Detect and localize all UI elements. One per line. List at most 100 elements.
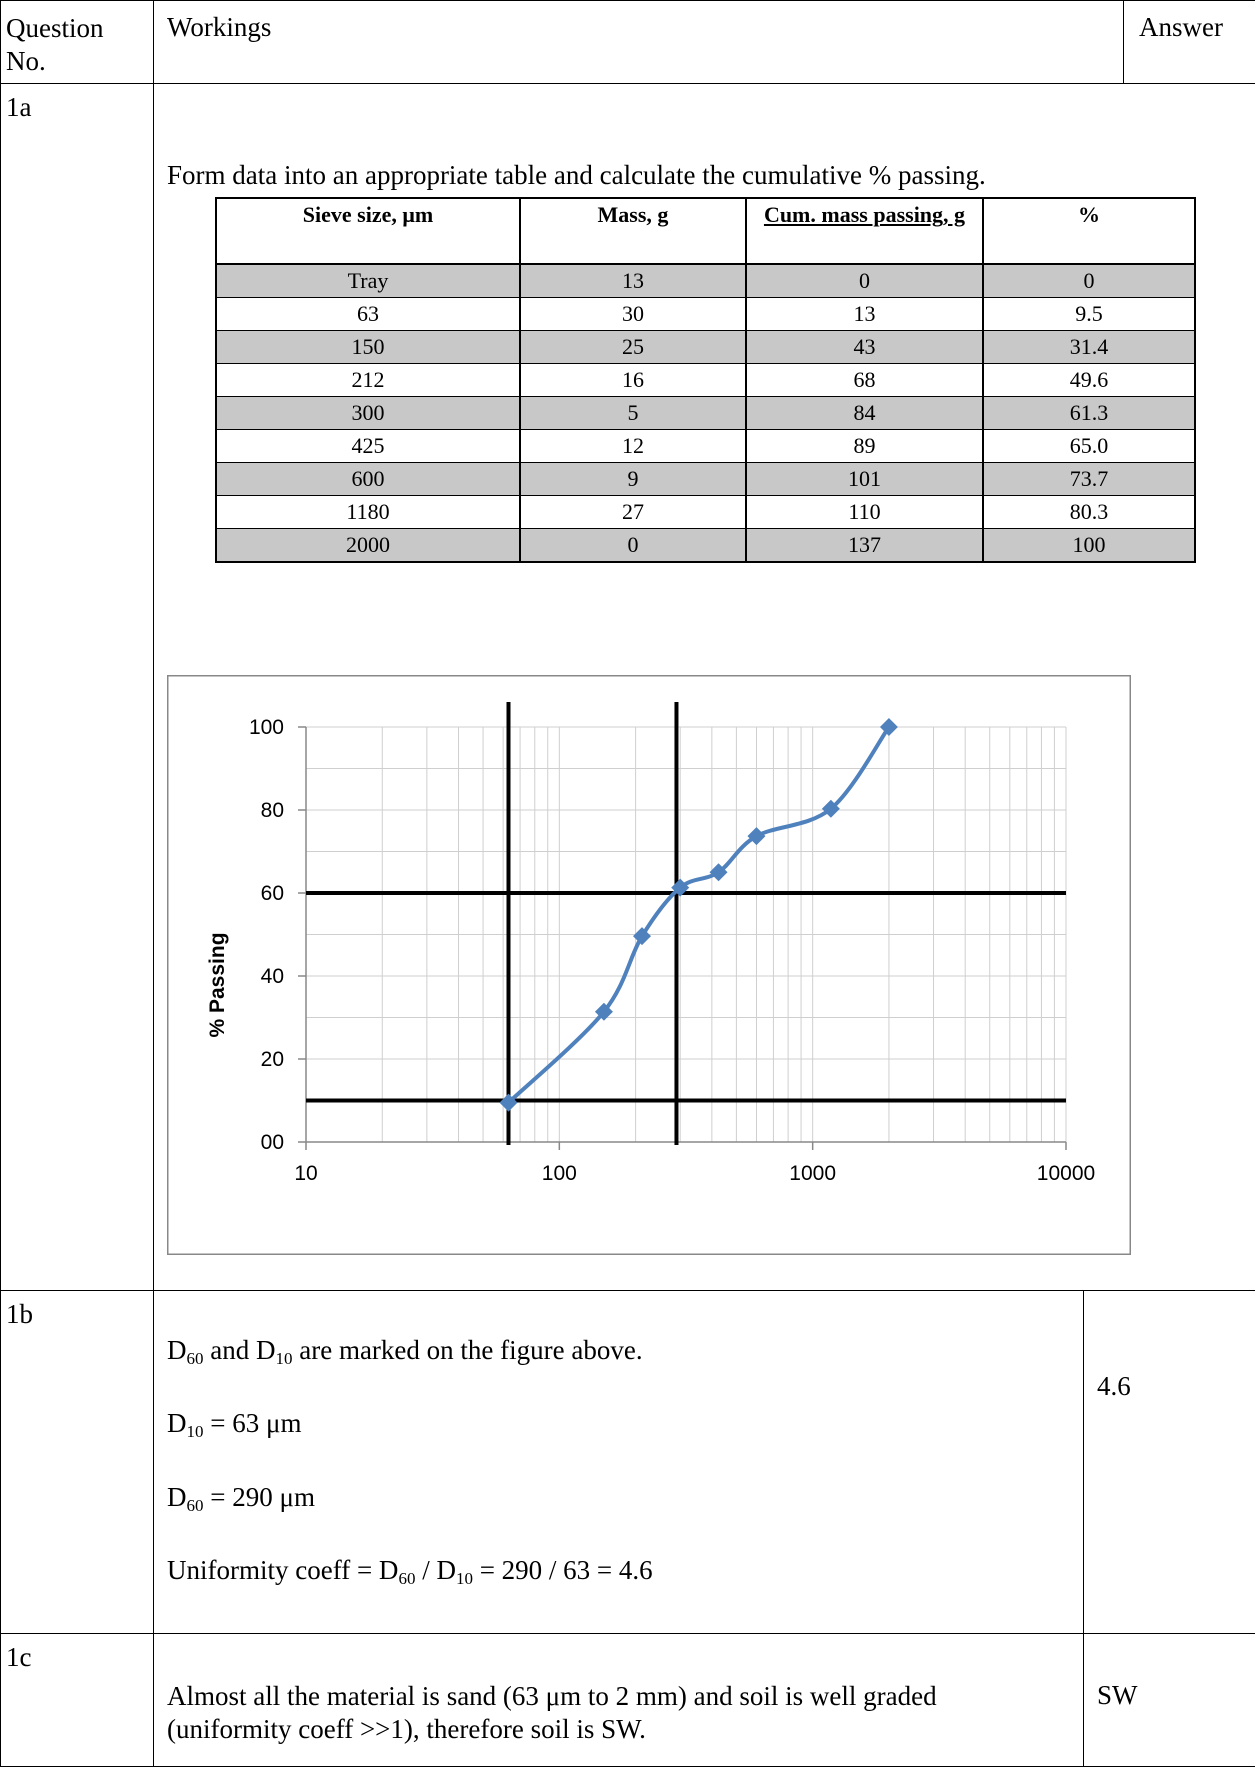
table-cell: 212 — [215, 363, 521, 397]
table-cell: 61.3 — [982, 396, 1196, 430]
table-cell: 2000 — [215, 528, 521, 563]
subscript: 10 — [186, 1422, 204, 1441]
table-cell: 600 — [215, 462, 521, 496]
y-tick-label: 80 — [261, 799, 284, 822]
table-cell: 150 — [215, 330, 521, 364]
subscript: 60 — [186, 1496, 204, 1515]
col-header-cum-mass: Cum. mass passing, g — [745, 197, 984, 265]
table-cell: 13 — [745, 297, 984, 331]
subscript: 10 — [275, 1349, 293, 1368]
table-cell: 43 — [745, 330, 984, 364]
table-cell: 5 — [519, 396, 747, 430]
table-cell: 73.7 — [982, 462, 1196, 496]
table-cell: 0 — [982, 263, 1196, 298]
table-cell: 13 — [519, 263, 747, 298]
y-tick-label: 60 — [261, 882, 284, 905]
x-tick-label: 10 — [294, 1162, 317, 1185]
q1b-text: = 290 μm — [203, 1482, 315, 1512]
q1b-marked-text: D60 and D10 are marked on the figure abo… — [167, 1335, 643, 1368]
chart-tick-labels: 00 20 40 60 80 100 10 100 1000 10000 — [249, 716, 1095, 1185]
table-cell: Tray — [215, 263, 521, 298]
col-header-percent: % — [982, 197, 1196, 265]
table-row: 425 12 89 65.0 — [215, 429, 1196, 463]
table-cell: 31.4 — [982, 330, 1196, 364]
q1b-text: D — [167, 1482, 187, 1512]
table-cell: 101 — [745, 462, 984, 496]
data-point-marker — [879, 718, 898, 736]
table-row: 212 16 68 49.6 — [215, 363, 1196, 397]
table-cell: 110 — [745, 495, 984, 529]
chart-reference-lines — [306, 702, 1066, 1145]
y-tick-label: 00 — [261, 1131, 284, 1154]
table-row: 300 5 84 61.3 — [215, 396, 1196, 430]
header-answer: Answer — [1139, 12, 1223, 42]
table-cell: 9 — [519, 462, 747, 496]
table-cell: 89 — [745, 429, 984, 463]
col-header-mass: Mass, g — [519, 197, 747, 265]
grading-curve-chart: 00 20 40 60 80 100 10 100 1000 10000 % Passing — [167, 675, 1131, 1255]
q1b-text: D — [167, 1335, 187, 1365]
table-divider — [153, 0, 154, 1767]
sieve-table: Sieve size, μm Mass, g Cum. mass passing… — [215, 197, 1196, 563]
table-cell: 63 — [215, 297, 521, 331]
table-cell: 68 — [745, 363, 984, 397]
data-point-marker — [821, 799, 840, 818]
question-label-1a: 1a — [6, 92, 32, 122]
q1b-text: are marked on the figure above. — [292, 1335, 643, 1365]
q1a-instruction: Form data into an appropriate table and … — [167, 160, 986, 190]
question-label-1b: 1b — [6, 1299, 33, 1329]
table-row: 150 25 43 31.4 — [215, 330, 1196, 364]
y-tick-label: 20 — [261, 1048, 284, 1071]
header-workings: Workings — [167, 12, 272, 42]
table-cell: 84 — [745, 396, 984, 430]
table-cell: 80.3 — [982, 495, 1196, 529]
table-cell: 100 — [982, 528, 1196, 563]
answer-1b: 4.6 — [1097, 1371, 1131, 1401]
table-cell: 65.0 — [982, 429, 1196, 463]
sieve-table-header: Sieve size, μm Mass, g Cum. mass passing… — [215, 197, 1196, 265]
table-cell: 0 — [519, 528, 747, 563]
q1b-d10: D10 = 63 μm — [167, 1408, 301, 1441]
table-cell: 16 — [519, 363, 747, 397]
table-divider — [1083, 1290, 1084, 1767]
q1b-text: = 290 / 63 = 4.6 — [472, 1555, 653, 1585]
chart-axes — [298, 726, 1067, 1150]
table-row: 600 9 101 73.7 — [215, 462, 1196, 496]
table-row: 1180 27 110 80.3 — [215, 495, 1196, 529]
table-cell: 30 — [519, 297, 747, 331]
table-row: Tray 13 0 0 — [215, 263, 1196, 298]
chart-series — [499, 718, 898, 1112]
q1b-text: / D — [415, 1555, 456, 1585]
table-divider — [0, 83, 1255, 84]
chart-frame — [167, 675, 1131, 1255]
table-cell: 1180 — [215, 495, 521, 529]
y-axis-label: % Passing — [206, 932, 229, 1037]
table-border-top — [0, 0, 1255, 1]
table-cell: 49.6 — [982, 363, 1196, 397]
table-divider — [0, 1290, 1255, 1291]
q1c-text: Almost all the material is sand (63 μm t… — [167, 1681, 937, 1744]
subscript: 10 — [455, 1569, 473, 1588]
data-point-marker — [499, 1093, 518, 1112]
data-point-marker — [633, 927, 652, 946]
y-tick-label: 40 — [261, 965, 284, 988]
q1b-text: and D — [203, 1335, 276, 1365]
table-cell: 12 — [519, 429, 747, 463]
table-divider — [1123, 0, 1124, 84]
q1b-d60: D60 = 290 μm — [167, 1482, 315, 1515]
table-cell: 137 — [745, 528, 984, 563]
data-point-marker — [594, 1002, 613, 1021]
table-cell: 27 — [519, 495, 747, 529]
col-header-sieve-size: Sieve size, μm — [215, 197, 521, 265]
table-cell: 9.5 — [982, 297, 1196, 331]
y-tick-label: 100 — [249, 716, 284, 739]
x-tick-label: 1000 — [789, 1162, 836, 1185]
table-row: 63 30 13 9.5 — [215, 297, 1196, 331]
table-divider — [0, 1633, 1255, 1634]
x-tick-label: 10000 — [1037, 1162, 1095, 1185]
table-cell: 0 — [745, 263, 984, 298]
table-cell: 25 — [519, 330, 747, 364]
question-label-1c: 1c — [6, 1642, 32, 1672]
table-row: 2000 0 137 100 — [215, 528, 1196, 563]
subscript: 60 — [398, 1569, 416, 1588]
